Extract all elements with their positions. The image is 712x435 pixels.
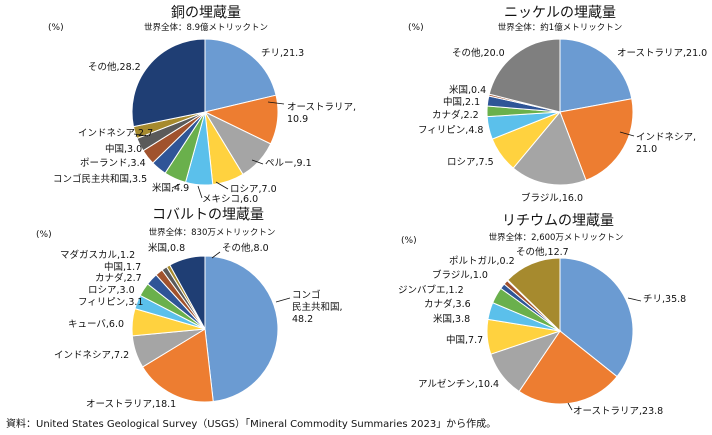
leader-line (275, 297, 291, 303)
leader-line (171, 183, 181, 189)
pie-slice (204, 255, 279, 403)
slice-label: 米国,0.8 (148, 242, 185, 254)
slice-label: フィリピン,4.8 (418, 125, 483, 136)
leader-line (133, 133, 149, 137)
slice-label: ブラジル,16.0 (521, 192, 583, 204)
slice-label: オーストラリア,21.0 (617, 48, 707, 59)
pie-slice (141, 328, 214, 403)
chart-title: ニッケルの埋蔵量 (504, 5, 616, 21)
slice-label: 米国,4.9 (152, 182, 189, 194)
slice-label: その他,20.0 (452, 47, 505, 59)
chart-unit: (%) (401, 236, 417, 246)
slice-label: ロシア,3.0 (88, 285, 135, 296)
chart-unit: (%) (36, 230, 52, 240)
leader-line (267, 101, 285, 105)
leader-line (627, 297, 642, 302)
slice-label: マダガスカル,1.2 (60, 249, 135, 261)
pie-slice (559, 257, 634, 378)
slice-label: その他,28.2 (88, 61, 141, 73)
leader-line (251, 159, 264, 165)
leader-line (197, 185, 203, 199)
pie-slice (518, 330, 618, 405)
slice-label: チリ,35.8 (643, 294, 686, 305)
slice-label: ポーランド,3.4 (80, 158, 146, 169)
slice-label: ロシア,7.0 (230, 184, 277, 195)
chart-title: コバルトの埋蔵量 (152, 207, 264, 223)
chart-unit: (%) (408, 23, 424, 33)
chart-subtitle: 世界全体：約1億メトリックトン (498, 22, 622, 33)
chart-subtitle: 世界全体：8.9億メトリックトン (144, 22, 268, 33)
leader-line (215, 181, 229, 190)
slice-label: インドネシア, 21.0 (636, 132, 696, 155)
slice-label: オーストラリア, 10.9 (287, 102, 356, 125)
chart-subtitle: 世界全体：2,600万メトリックトン (489, 232, 624, 243)
slice-label: コンゴ民主共和国,3.5 (53, 173, 147, 185)
slice-label: その他,8.0 (222, 242, 269, 254)
slice-label: フィリピン,3.1 (78, 297, 143, 308)
slice-label: ポルトガル,0.2 (449, 256, 515, 267)
slice-label: チリ,21.3 (261, 48, 304, 59)
slice-label: インドネシア,2.7 (78, 128, 153, 139)
pie-slice (169, 255, 206, 330)
leader-line (567, 402, 573, 411)
slice-label: 中国,1.7 (104, 261, 141, 273)
chart-title: リチウムの埋蔵量 (502, 213, 614, 229)
leader-line (619, 131, 635, 137)
pie-slice (204, 38, 277, 113)
slice-label: カナダ,2.7 (95, 272, 142, 284)
chart-unit: (%) (48, 23, 64, 33)
pie-slice (488, 38, 561, 113)
slice-label: ジンバブエ,1.2 (398, 284, 464, 296)
slice-label: 米国,3.8 (433, 313, 470, 325)
pie-slice (559, 38, 633, 113)
slice-label: キューバ,6.0 (68, 319, 124, 330)
slice-label: 中国,2.1 (443, 96, 480, 108)
slice-label: カナダ,3.6 (424, 298, 471, 310)
chart-title: 銅の埋蔵量 (171, 5, 241, 21)
pie-slice (512, 111, 587, 186)
slice-label: オーストラリア,23.8 (573, 406, 663, 417)
slice-label: インドネシア,7.2 (54, 350, 129, 361)
pie-slice (131, 38, 206, 128)
slice-label: メキシコ,6.0 (202, 194, 258, 205)
slice-label: 米国,0.4 (449, 84, 486, 96)
slice-label: コンゴ民主共和国, 48.2 (292, 289, 343, 325)
slice-label: カナダ,2.2 (432, 109, 479, 121)
pie-slice (507, 257, 561, 333)
slice-label: ペルー,9.1 (265, 158, 312, 169)
slice-label: ロシア,7.5 (447, 157, 494, 168)
leader-line (211, 251, 221, 259)
slice-label: 中国,3.0 (105, 143, 142, 155)
chart-subtitle: 世界全体：830万メトリックトン (149, 227, 276, 238)
slice-label: アルゼンチン,10.4 (418, 378, 499, 390)
slice-label: その他,12.7 (516, 246, 569, 258)
slice-label: オーストラリア,18.1 (86, 399, 176, 410)
slice-label: 中国,7.7 (446, 334, 483, 346)
slice-label: ブラジル,1.0 (432, 269, 488, 281)
